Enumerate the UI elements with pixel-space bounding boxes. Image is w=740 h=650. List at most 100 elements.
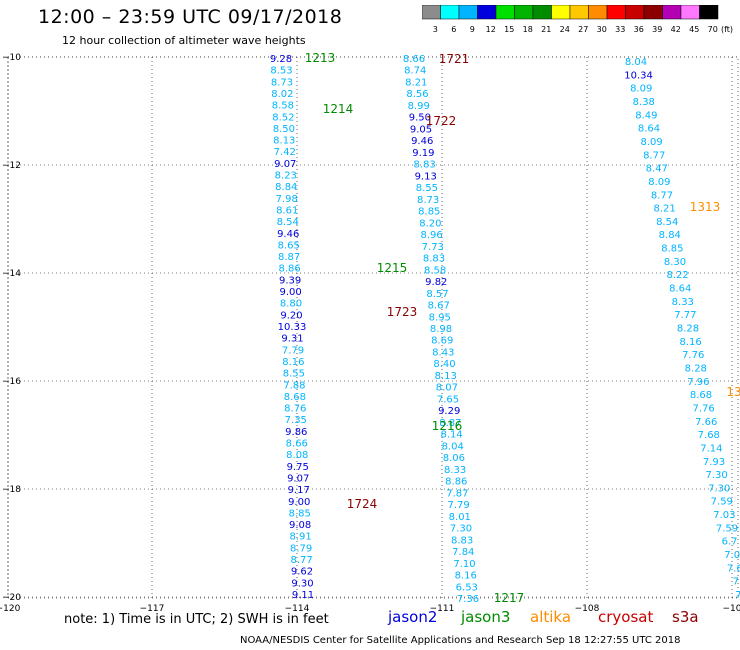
map-subtitle: 12 hour collection of altimeter wave hei…: [62, 34, 306, 47]
legend-label: 18: [523, 25, 533, 34]
track-value-c: 8.09: [648, 177, 670, 188]
legend-swatch: [458, 5, 478, 20]
track-value-c: 7.03: [713, 510, 735, 521]
track-value-a: 8.87: [278, 252, 300, 263]
track-value-a: 8.66: [286, 439, 308, 450]
track-value-b: 8.40: [433, 359, 455, 370]
pass-time-label: 1722: [426, 114, 457, 128]
track-value-c: 8.77: [651, 190, 673, 201]
track-value-a: 7.35: [285, 415, 307, 426]
track-value-c: 7.: [735, 590, 740, 601]
legend-label: 70: [708, 25, 718, 34]
track-value-b: 8.87: [439, 418, 461, 429]
track-value-b: 8.73: [417, 195, 439, 206]
legend-swatch: [588, 5, 608, 20]
latitude-tick-label: −18: [2, 485, 21, 495]
satellite-jason2: jason2: [388, 608, 438, 626]
track-value-a: 7.42: [274, 147, 296, 158]
legend-label: 9: [470, 25, 475, 34]
track-value-b: 8.98: [430, 324, 452, 335]
track-value-a: 10.33: [278, 322, 307, 333]
legend-label: 24: [560, 25, 570, 34]
legend-label: 3: [433, 25, 438, 34]
track-value-b: 8.99: [408, 101, 430, 112]
track-value-c: 8.77: [643, 150, 665, 161]
track-value-c: 8.22: [666, 270, 688, 281]
legend-unit: (ft): [721, 25, 733, 34]
track-value-a: 8.91: [289, 532, 311, 543]
pass-time-label: 13: [726, 385, 740, 399]
track-value-c: 8.16: [679, 337, 701, 348]
legend-swatch: [440, 5, 460, 20]
track-value-b: 6.53: [456, 582, 478, 593]
satellite-jason3: jason3: [461, 608, 511, 626]
pass-time-label: 1723: [387, 305, 418, 319]
track-value-a: 8.13: [273, 136, 295, 147]
track-value-a: 9.17: [288, 485, 310, 496]
track-value-a: 9.62: [291, 567, 313, 578]
legend-label: 15: [504, 25, 514, 34]
track-value-c: 7.59: [711, 497, 733, 508]
track-value-a: 8.16: [282, 357, 304, 368]
track-value-a: 9.28: [270, 54, 292, 65]
track-value-b: 8.96: [420, 230, 442, 241]
map-title: 12:00 – 23:59 UTC 09/17/2018: [38, 6, 343, 28]
track-value-b: 9.19: [412, 148, 434, 159]
track-value-a: 9.39: [279, 275, 301, 286]
track-value-c: 7.: [733, 577, 740, 588]
legend-swatch: [662, 5, 682, 20]
pass-time-label: 1215: [377, 261, 408, 275]
legend-label: 39: [652, 25, 662, 34]
track-value-b: 9.29: [438, 406, 460, 417]
track-value-b: 8.43: [432, 348, 454, 359]
latitude-tick-label: −10: [2, 53, 21, 63]
track-value-c: 7.0: [724, 550, 740, 561]
legend-label: 42: [671, 25, 681, 34]
track-value-c: 7.30: [705, 470, 727, 481]
longitude-tick-label: −120: [0, 604, 21, 614]
track-value-c: 7.59: [716, 523, 738, 534]
legend-swatch: [422, 5, 441, 20]
track-value-a: 8.54: [277, 217, 299, 228]
track-value-a: 8.02: [271, 89, 293, 100]
track-value-b: 7.79: [447, 500, 469, 511]
track-value-a: 8.55: [283, 369, 305, 380]
pass-time-label: 1214: [323, 102, 354, 116]
track-value-a: 7.79: [282, 345, 304, 356]
track-value-c: 8.21: [653, 204, 675, 215]
track-value-a: 9.00: [288, 497, 310, 508]
legend-label: 45: [689, 25, 699, 34]
track-value-b: 9.13: [415, 171, 437, 182]
track-value-c: 8.09: [630, 84, 652, 95]
track-value-c: 8.64: [638, 124, 660, 135]
legend-label: 33: [615, 25, 625, 34]
track-value-b: 8.86: [445, 477, 467, 488]
track-value-b: 8.69: [431, 336, 453, 347]
footer-note: note: 1) Time is in UTC; 2) SWH is in fe…: [64, 612, 329, 627]
track-value-c: 7.76: [692, 403, 714, 414]
track-value-a: 9.75: [287, 462, 309, 473]
track-value-a: 8.85: [289, 508, 311, 519]
track-value-c: 7.14: [700, 443, 722, 454]
track-value-a: 8.53: [270, 66, 292, 77]
track-value-b: 8.07: [436, 383, 458, 394]
track-value-c: 8.47: [646, 164, 668, 175]
track-value-b: 7.65: [437, 394, 459, 405]
track-value-b: 8.83: [423, 254, 445, 265]
track-value-b: 7.73: [422, 242, 444, 253]
legend-swatch: [514, 5, 534, 20]
track-value-b: 7.36: [457, 594, 479, 605]
track-value-b: 9.82: [425, 277, 447, 288]
track-value-a: 9.08: [289, 520, 311, 531]
track-value-a: 8.50: [273, 124, 295, 135]
track-value-b: 8.95: [429, 312, 451, 323]
track-value-a: 9.07: [274, 159, 296, 170]
pass-time-label: 1216: [432, 419, 463, 433]
legend-label: 30: [597, 25, 607, 34]
track-value-b: 8.33: [444, 465, 466, 476]
track-value-b: 7.87: [446, 488, 468, 499]
track-value-c: 7.6: [727, 563, 740, 574]
satellite-cryosat: cryosat: [598, 608, 654, 626]
track-value-c: 8.38: [633, 97, 655, 108]
track-value-c: 8.64: [669, 284, 691, 295]
